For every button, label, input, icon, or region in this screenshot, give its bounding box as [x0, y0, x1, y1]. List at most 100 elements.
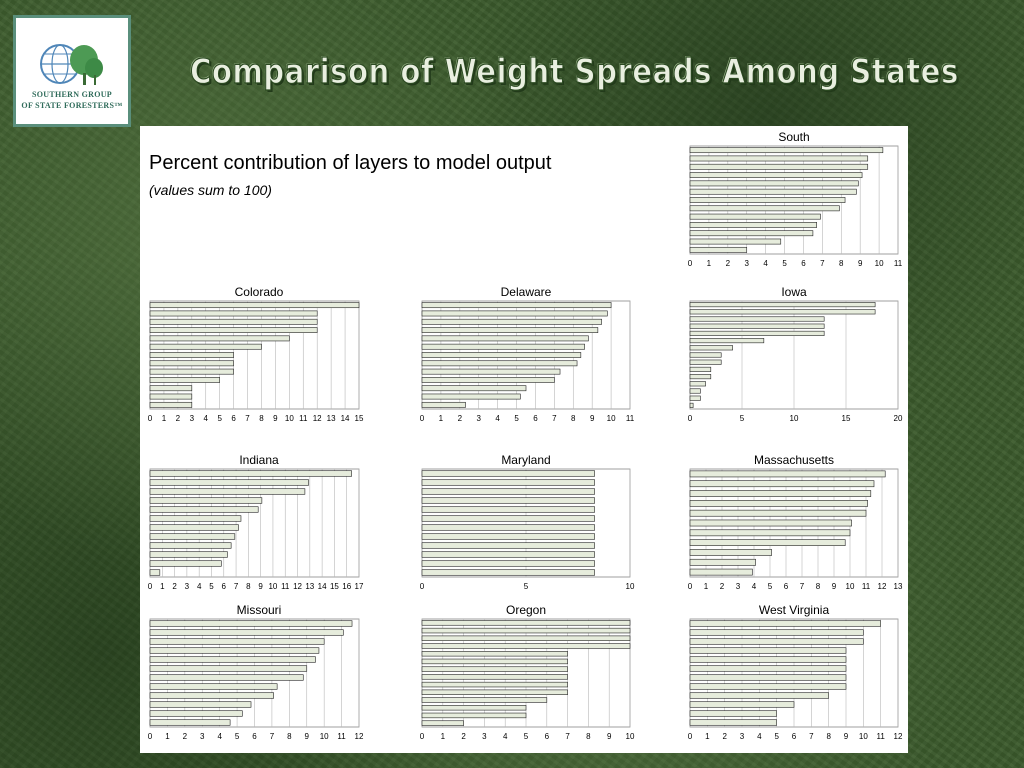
- x-tick-label: 11: [299, 414, 308, 423]
- bar: [149, 638, 325, 645]
- x-tick-label: 13: [894, 582, 903, 591]
- bar: [149, 302, 360, 309]
- x-tick-label: 5: [768, 582, 773, 591]
- x-tick-label: 1: [439, 414, 444, 423]
- bar: [689, 205, 840, 212]
- bar: [689, 213, 821, 220]
- chart-plot: 0 1 2 3 4 5 6 7 8 9 10 11 12 13 14 15: [148, 300, 364, 423]
- x-tick-label: 3: [482, 732, 487, 741]
- x-tick-label: 5: [235, 732, 240, 741]
- bar: [421, 643, 631, 649]
- x-tick-label: 5: [524, 732, 529, 741]
- chart-title: South: [778, 130, 810, 144]
- x-tick-label: 6: [545, 732, 550, 741]
- x-tick-label: 8: [571, 414, 576, 423]
- bar: [689, 180, 859, 187]
- bar: [149, 551, 228, 558]
- bar: [689, 701, 795, 708]
- x-tick-label: 5: [782, 259, 787, 268]
- bar: [689, 719, 777, 726]
- x-tick-label: 13: [327, 414, 336, 423]
- bar: [421, 720, 464, 726]
- bar: [689, 549, 772, 556]
- x-tick-label: 3: [740, 732, 745, 741]
- x-tick-label: 17: [355, 582, 364, 591]
- bar: [689, 359, 722, 365]
- bar: [421, 360, 578, 367]
- bar: [421, 533, 595, 540]
- bar: [421, 318, 602, 325]
- bar: [149, 542, 232, 549]
- x-tick-label: 2: [458, 414, 463, 423]
- bar: [421, 712, 527, 719]
- x-tick-label: 6: [231, 414, 236, 423]
- bar: [149, 710, 243, 717]
- bar: [421, 620, 631, 626]
- x-tick-label: 6: [784, 582, 789, 591]
- bar: [149, 335, 290, 342]
- bar: [421, 666, 568, 672]
- chart-maryland: Maryland 0 5 10: [420, 453, 635, 599]
- bar: [689, 197, 846, 203]
- bar: [689, 683, 847, 690]
- bar: [689, 381, 706, 387]
- bar: [149, 385, 193, 392]
- globe-tree-icon: [40, 44, 103, 85]
- x-tick-label: 0: [148, 414, 153, 423]
- bar: [689, 500, 868, 507]
- bar: [421, 310, 608, 317]
- x-tick-label: 2: [461, 732, 466, 741]
- bar: [689, 490, 872, 497]
- chart-plot: 0 1 2 3 4 5 6 7 8 9 10 11: [688, 145, 903, 268]
- bar: [149, 368, 234, 375]
- bar: [149, 515, 242, 522]
- x-tick-label: 4: [495, 414, 500, 423]
- x-tick-label: 4: [197, 582, 202, 591]
- bar: [149, 401, 193, 408]
- bar: [421, 327, 599, 333]
- bar: [421, 560, 595, 567]
- bar: [689, 222, 817, 228]
- bar: [689, 470, 886, 478]
- x-tick-label: 7: [245, 414, 250, 423]
- x-tick-label: 9: [607, 732, 612, 741]
- bar: [689, 710, 777, 717]
- x-tick-label: 2: [176, 414, 181, 423]
- bar: [689, 402, 694, 408]
- x-tick-label: 3: [200, 732, 205, 741]
- x-tick-label: 5: [740, 414, 745, 423]
- x-tick-label: 0: [420, 582, 425, 591]
- bar: [149, 533, 236, 540]
- sgsf-logo: SOUTHERN GROUP OF STATE FORESTERS™: [13, 15, 131, 127]
- x-tick-label: 9: [844, 732, 849, 741]
- panel-heading: Percent contribution of layers to model …: [149, 152, 552, 174]
- x-tick-label: 2: [183, 732, 188, 741]
- x-tick-label: 3: [190, 414, 195, 423]
- x-tick-label: 15: [842, 414, 851, 423]
- x-tick-label: 7: [565, 732, 570, 741]
- x-tick-label: 0: [688, 582, 693, 591]
- x-tick-label: 0: [148, 582, 153, 591]
- bar: [689, 147, 884, 154]
- bar: [421, 524, 595, 531]
- x-tick-label: 0: [420, 414, 425, 423]
- chart-title: West Virginia: [758, 603, 830, 617]
- bar: [689, 620, 881, 627]
- bar: [689, 692, 829, 699]
- x-tick-label: 6: [252, 732, 257, 741]
- bar: [149, 479, 309, 486]
- bar: [689, 316, 825, 322]
- bar: [149, 393, 193, 400]
- bar: [149, 377, 220, 383]
- x-tick-label: 3: [736, 582, 741, 591]
- chart-plot: 0 1 2 3 4 5 6 7 8 9 10 11 12: [148, 618, 364, 741]
- x-tick-label: 2: [720, 582, 725, 591]
- bar: [149, 352, 234, 358]
- chart-title: Oregon: [505, 603, 547, 617]
- x-tick-label: 6: [792, 732, 797, 741]
- x-tick-label: 10: [626, 582, 635, 591]
- bar: [689, 519, 852, 527]
- x-tick-label: 1: [162, 414, 167, 423]
- x-tick-label: 4: [217, 732, 222, 741]
- bar: [421, 368, 561, 375]
